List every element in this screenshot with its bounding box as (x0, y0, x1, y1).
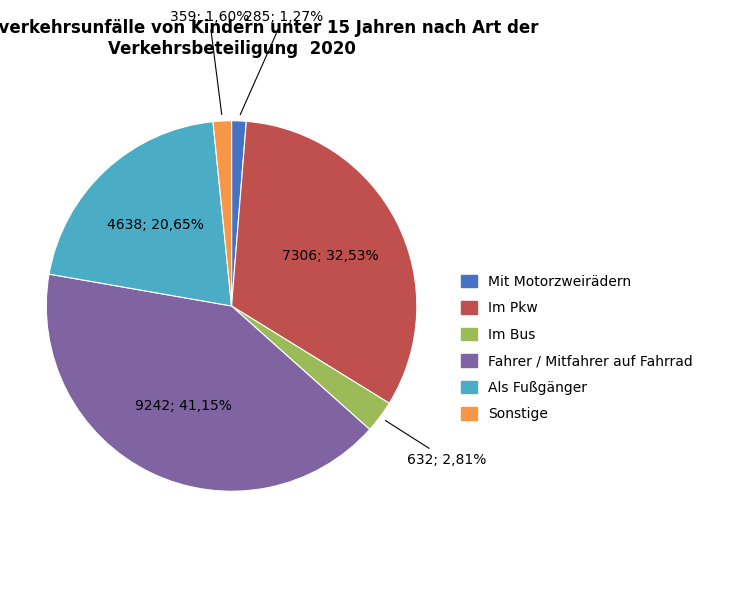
Wedge shape (232, 121, 417, 403)
Title: Straßenverkehrsunfälle von Kindern unter 15 Jahren nach Art der
Verkehrsbeteilig: Straßenverkehrsunfälle von Kindern unter… (0, 19, 539, 58)
Wedge shape (232, 121, 247, 306)
Wedge shape (49, 122, 232, 306)
Wedge shape (232, 306, 389, 430)
Text: 9242; 41,15%: 9242; 41,15% (134, 399, 232, 413)
Text: 4638; 20,65%: 4638; 20,65% (108, 218, 205, 232)
Wedge shape (46, 274, 370, 491)
Text: 7306; 32,53%: 7306; 32,53% (282, 249, 379, 263)
Text: 359; 1,60%: 359; 1,60% (170, 10, 249, 115)
Text: 632; 2,81%: 632; 2,81% (385, 421, 486, 467)
Legend: Mit Motorzweirädern, Im Pkw, Im Bus, Fahrer / Mitfahrer auf Fahrrad, Als Fußgäng: Mit Motorzweirädern, Im Pkw, Im Bus, Fah… (455, 269, 698, 427)
Wedge shape (213, 121, 232, 306)
Text: 285; 1,27%: 285; 1,27% (241, 10, 323, 115)
